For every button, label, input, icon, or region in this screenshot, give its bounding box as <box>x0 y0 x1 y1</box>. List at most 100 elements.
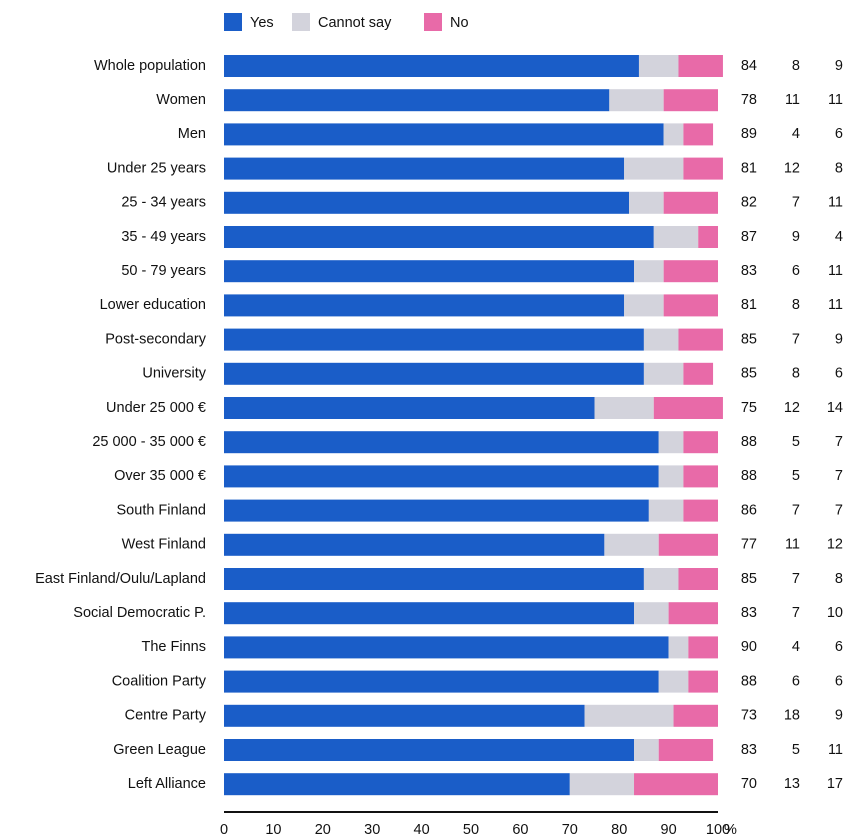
value-label: 90 <box>741 639 757 655</box>
y-tick-label: The Finns <box>142 639 206 655</box>
y-tick-label: Social Democratic P. <box>73 605 206 621</box>
bar-segment <box>634 602 669 625</box>
value-label: 6 <box>792 263 800 279</box>
value-label: 11 <box>785 537 800 553</box>
value-label: 6 <box>792 673 800 689</box>
bar-segment <box>224 328 644 351</box>
value-label: 88 <box>741 434 757 450</box>
value-label: 4 <box>792 639 800 655</box>
value-label: 14 <box>827 400 843 416</box>
x-tick-label: 40 <box>414 822 430 838</box>
value-label: 8 <box>792 297 800 313</box>
bar-segment <box>683 431 718 454</box>
y-tick-label: Green League <box>113 742 206 758</box>
bar-segment <box>683 157 723 180</box>
value-label: 5 <box>792 434 800 450</box>
value-label: 78 <box>741 92 757 108</box>
value-label: 11 <box>828 297 843 313</box>
value-label: 85 <box>741 366 757 382</box>
value-label: 6 <box>835 639 843 655</box>
bar-segment <box>569 773 635 796</box>
value-label: 12 <box>784 160 800 176</box>
bar-segment <box>663 191 718 214</box>
bar-segment <box>653 397 723 419</box>
bar-segment <box>224 636 669 659</box>
y-tick-label: Coalition Party <box>112 673 207 689</box>
value-label: 83 <box>741 742 757 758</box>
value-label: 7 <box>792 195 800 211</box>
bar-segment <box>643 362 684 385</box>
value-label: 9 <box>835 331 843 347</box>
y-tick-label: Under 25 years <box>107 160 206 176</box>
x-tick-label: 100 <box>706 822 730 838</box>
bar-segment <box>224 465 659 488</box>
bar-segment <box>224 773 570 796</box>
value-label: 11 <box>828 195 843 211</box>
y-tick-label: University <box>142 366 206 382</box>
value-label: 11 <box>828 263 843 279</box>
y-tick-label: Under 25 000 € <box>106 400 206 416</box>
bar-segment <box>224 704 585 727</box>
bar-segment <box>224 226 654 248</box>
bar-segment <box>678 55 723 77</box>
bar-segment <box>224 294 625 317</box>
value-label: 6 <box>835 126 843 142</box>
bar-segment <box>224 123 664 146</box>
bar-segment <box>658 431 684 454</box>
value-label: 13 <box>784 776 800 792</box>
bar-segment <box>663 89 718 112</box>
legend-label: Yes <box>250 15 274 31</box>
bar-segment <box>594 397 654 419</box>
bar-segment <box>658 465 684 488</box>
value-label: 11 <box>828 92 843 108</box>
bar-segment <box>668 636 689 659</box>
value-label: 86 <box>741 502 757 518</box>
value-label: 7 <box>792 502 800 518</box>
value-label: 83 <box>741 605 757 621</box>
value-label: 81 <box>741 160 757 176</box>
bar-segment <box>683 123 714 146</box>
bar-segment <box>224 362 644 385</box>
value-label: 85 <box>741 331 757 347</box>
legend-label: No <box>450 15 469 31</box>
y-tick-label: Lower education <box>100 297 206 313</box>
y-tick-label: Centre Party <box>125 708 207 724</box>
bar-segment <box>688 636 718 659</box>
bar-segment <box>643 568 679 590</box>
x-tick-label: 0 <box>220 822 228 838</box>
y-tick-label: East Finland/Oulu/Lapland <box>35 571 206 587</box>
bar-segment <box>658 670 689 693</box>
value-label: 12 <box>827 537 843 553</box>
value-label: 83 <box>741 263 757 279</box>
bar-segment <box>624 294 664 317</box>
value-label: 81 <box>741 297 757 313</box>
value-label: 77 <box>741 537 757 553</box>
value-label: 11 <box>828 742 843 758</box>
bar-segment <box>643 328 679 351</box>
value-label: 11 <box>785 92 800 108</box>
y-tick-label: South Finland <box>117 502 206 518</box>
value-label: 87 <box>741 229 757 245</box>
y-tick-label: 50 - 79 years <box>121 263 206 279</box>
value-label: 17 <box>827 776 843 792</box>
value-label: 82 <box>741 195 757 211</box>
bar-segment <box>634 739 659 761</box>
value-label: 4 <box>792 126 800 142</box>
y-tick-label: 25 - 34 years <box>121 195 206 211</box>
bar-segment <box>224 739 635 761</box>
bar-segment <box>653 226 699 248</box>
bar-segment <box>663 294 718 317</box>
bar-segment <box>224 89 610 112</box>
x-tick-label: 90 <box>661 822 677 838</box>
bar-segment <box>624 157 684 180</box>
bar-segment <box>698 226 718 248</box>
bar-segment <box>634 773 718 796</box>
bar-segment <box>678 328 723 351</box>
value-label: 9 <box>835 708 843 724</box>
bar-segment <box>688 670 718 693</box>
y-tick-label: Over 35 000 € <box>114 468 206 484</box>
value-label: 12 <box>784 400 800 416</box>
x-tick-label: 80 <box>611 822 627 838</box>
bar-segment <box>224 157 625 180</box>
